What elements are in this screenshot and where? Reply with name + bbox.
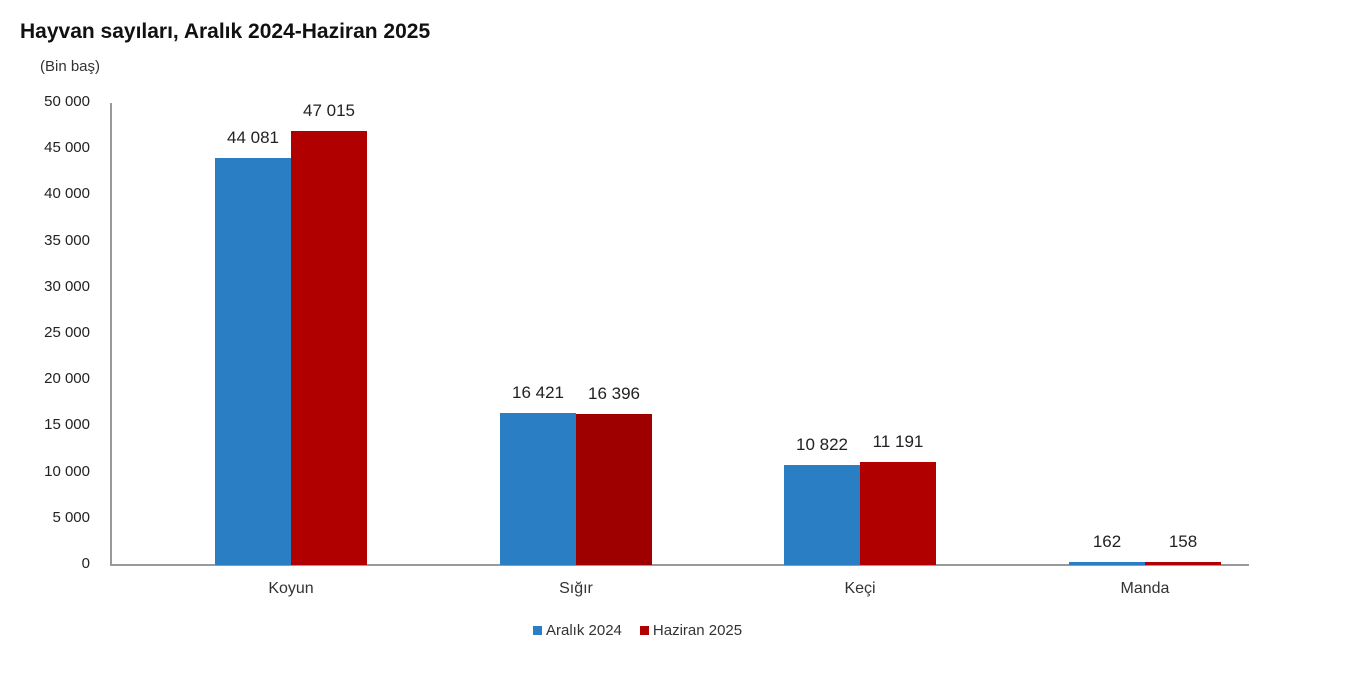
bar-sığır-aralik <box>500 413 576 565</box>
x-category-label: Keçi <box>844 580 876 597</box>
value-label: 11 191 <box>872 431 924 451</box>
bar-keçi-haziran <box>860 461 936 565</box>
chart-title: Hayvan sayıları, Aralık 2024-Haziran 202… <box>20 20 431 43</box>
y-tick-label: 40 000 <box>44 185 90 203</box>
value-label: 158 <box>1168 532 1198 551</box>
unit-label: (Bin baş) <box>40 58 101 75</box>
y-tick-label: 45 000 <box>44 139 90 157</box>
value-label: 162 <box>1092 532 1122 551</box>
y-tick-label: 0 <box>81 555 90 572</box>
bar-manda-aralik <box>1069 562 1145 565</box>
value-label: 47 015 <box>303 100 355 120</box>
y-tick-label: 10 000 <box>44 462 90 480</box>
bar-koyun-haziran <box>291 130 367 565</box>
value-label: 44 081 <box>227 127 279 147</box>
y-tick-label: 35 000 <box>44 231 90 249</box>
legend: Aralık 2024 Haziran 2025 <box>533 622 760 639</box>
value-label: 16 421 <box>512 383 564 403</box>
legend-label: Haziran 2025 <box>652 622 743 639</box>
legend-label: Aralık 2024 <box>546 622 622 639</box>
legend-swatch-red <box>639 626 649 635</box>
bar-koyun-aralik <box>215 157 291 565</box>
x-axis-line <box>110 564 1249 566</box>
bar-manda-haziran <box>1145 562 1221 565</box>
legend-swatch-blue <box>533 626 542 635</box>
value-label: 16 396 <box>588 383 640 403</box>
y-tick-label: 25 000 <box>44 324 90 341</box>
legend-item-aralik-2024: Aralık 2024 <box>533 622 622 639</box>
y-tick-label: 20 000 <box>44 370 90 388</box>
x-category-label: Sığır <box>559 580 593 597</box>
y-tick-label: 15 000 <box>44 416 90 434</box>
y-tick-label: 50 000 <box>44 93 90 110</box>
y-axis-line <box>110 103 112 566</box>
y-tick-label: 5 000 <box>52 508 90 526</box>
x-category-label: Koyun <box>268 580 314 597</box>
bar-keçi-aralik <box>784 465 860 565</box>
x-category-label: Manda <box>1120 580 1170 597</box>
bar-sığır-haziran <box>576 413 652 565</box>
value-label: 10 822 <box>796 435 848 454</box>
legend-item-haziran-2025: Haziran 2025 <box>639 622 743 639</box>
y-tick-label: 30 000 <box>44 277 90 295</box>
